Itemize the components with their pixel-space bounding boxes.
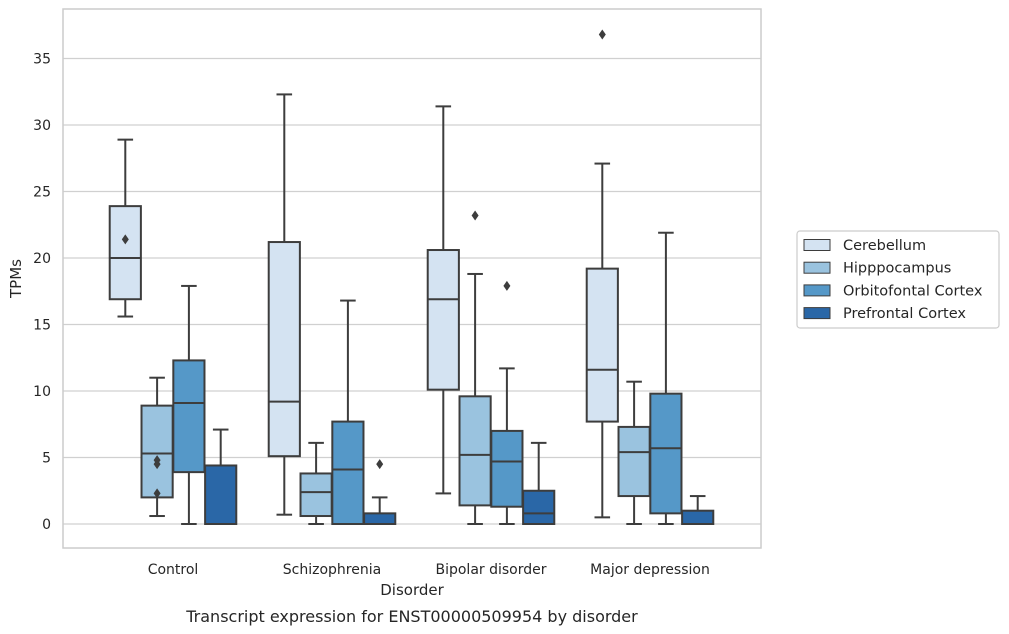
outlier-point	[503, 280, 511, 291]
legend-item: Cerebellum	[803, 238, 926, 254]
box-schizophrenia	[267, 93, 301, 516]
y-tick-label: 35	[33, 52, 51, 68]
box-iqr	[458, 395, 492, 507]
legend-item: Prefrontal Cortex	[803, 306, 966, 322]
y-tick-label: 30	[33, 118, 51, 134]
box-iqr	[617, 425, 651, 498]
legend: Cerebellum Hipppocampus Orbitofontal Corte…	[796, 230, 1000, 329]
y-tick-label: 5	[42, 451, 51, 467]
box-iqr	[681, 509, 715, 526]
box-control	[172, 284, 206, 525]
box-iqr	[522, 489, 556, 525]
legend-swatch	[803, 307, 831, 320]
outlier-point	[153, 488, 161, 499]
box-bipolar-disorder	[426, 105, 460, 495]
box-control	[204, 428, 238, 526]
box-bipolar-disorder	[522, 441, 556, 525]
y-tick-label: 0	[42, 517, 51, 533]
series-prefrontal-cortex	[204, 428, 715, 526]
box-iqr	[649, 392, 683, 515]
legend-swatch	[803, 284, 831, 297]
box-major-depression	[649, 231, 683, 525]
x-tick-label: Major depression	[590, 562, 710, 578]
box-iqr	[299, 472, 333, 518]
legend-label: Prefrontal Cortex	[843, 306, 966, 322]
y-tick-label: 25	[33, 185, 51, 201]
legend-item: Orbitofontal Cortex	[803, 283, 983, 299]
legend-label: Hipppocampus	[843, 261, 951, 277]
box-iqr	[585, 267, 619, 423]
series-cerebellum	[108, 29, 619, 519]
box-iqr	[204, 464, 238, 526]
x-axis-label: Disorder	[380, 581, 444, 599]
x-tick-label: Bipolar disorder	[435, 562, 546, 578]
plot-frame	[62, 8, 762, 549]
y-tick-label: 15	[33, 318, 51, 334]
legend-frame	[796, 230, 1000, 329]
box-iqr	[363, 512, 397, 525]
series-orbitofontal-cortex	[172, 231, 683, 525]
y-tick-label: 20	[33, 251, 51, 267]
x-tick-label: Schizophrenia	[283, 562, 381, 578]
box-control	[140, 376, 174, 518]
box-major-depression	[585, 29, 619, 519]
box-iqr	[108, 205, 142, 301]
y-tick-label: 10	[33, 384, 51, 400]
chart-caption: Transcript expression for ENST0000050995…	[185, 607, 638, 626]
legend-label: Orbitofontal Cortex	[843, 283, 983, 299]
outlier-point	[153, 455, 161, 466]
box-schizophrenia	[363, 459, 397, 525]
legend-item: Hipppocampus	[803, 261, 951, 277]
legend-swatch	[803, 261, 831, 274]
box-series-group	[108, 29, 715, 526]
box-iqr	[490, 429, 524, 508]
series-hipppocampus	[140, 210, 651, 525]
x-tick-labels: Control Schizophrenia Bipolar disorder Majo…	[148, 562, 710, 578]
box-control	[108, 138, 142, 318]
box-major-depression	[681, 495, 715, 526]
box-iqr	[426, 249, 460, 391]
box-iqr	[331, 420, 365, 525]
outlier-point	[376, 459, 384, 470]
y-axis-label: TPMs	[7, 259, 25, 299]
box-schizophrenia	[331, 299, 365, 525]
legend-label: Cerebellum	[843, 238, 926, 254]
box-major-depression	[617, 380, 651, 525]
box-iqr	[172, 359, 206, 474]
outlier-point	[598, 29, 606, 40]
box-iqr	[267, 241, 301, 458]
y-tick-labels: 0 5 10 15 20 25 30 35	[33, 52, 51, 534]
box-iqr	[140, 404, 174, 499]
box-bipolar-disorder	[458, 210, 492, 525]
outlier-point	[471, 210, 479, 221]
box-schizophrenia	[299, 441, 333, 525]
legend-swatch	[803, 239, 831, 251]
box-bipolar-disorder	[490, 280, 524, 525]
x-tick-label: Control	[148, 562, 199, 578]
outlier-point	[121, 234, 129, 245]
